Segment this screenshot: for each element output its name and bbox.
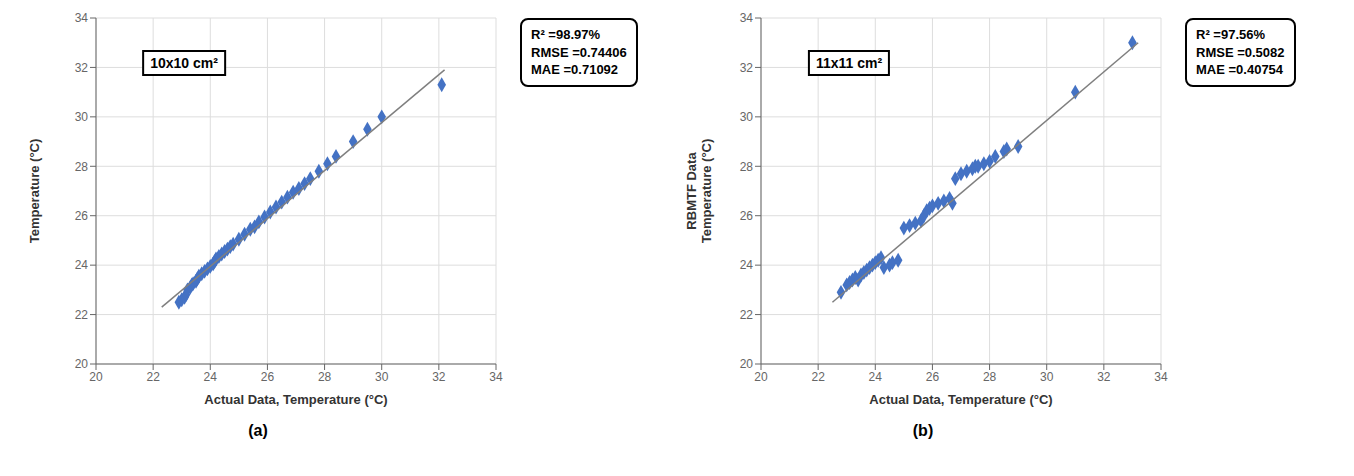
svg-text:22: 22 xyxy=(75,308,89,322)
svg-text:Actual Data, Temperature (°C): Actual Data, Temperature (°C) xyxy=(869,392,1052,407)
svg-text:30: 30 xyxy=(740,110,754,124)
svg-text:30: 30 xyxy=(1040,370,1054,384)
svg-text:28: 28 xyxy=(75,160,89,174)
html-text:R² =97.56% RMSE =0.5082 MAE =0: R² =97.56% RMSE =0.5082 MAE =0.40754 xyxy=(1196,27,1285,78)
svg-text:34: 34 xyxy=(489,370,503,384)
svg-text:32: 32 xyxy=(1097,370,1111,384)
svg-text:34: 34 xyxy=(75,11,89,25)
html-text:(a): (a) xyxy=(248,422,268,439)
html-text:R² =98.97% RMSE =0.74406 MAE =: R² =98.97% RMSE =0.74406 MAE =0.71092 xyxy=(531,27,627,78)
svg-text:28: 28 xyxy=(740,160,754,174)
html-text:(b): (b) xyxy=(912,422,934,439)
svg-text:30: 30 xyxy=(375,370,389,384)
svg-text:22: 22 xyxy=(740,308,754,322)
svg-text:34: 34 xyxy=(1154,370,1168,384)
svg-text:24: 24 xyxy=(75,258,89,272)
svg-text:28: 28 xyxy=(983,370,997,384)
svg-text:28: 28 xyxy=(318,370,332,384)
svg-text:20: 20 xyxy=(75,357,89,371)
svg-text:24: 24 xyxy=(869,370,883,384)
svg-text:RBMTF Data: RBMTF Data xyxy=(684,152,699,230)
svg-text:24: 24 xyxy=(204,370,218,384)
svg-text:Temperature (°C): Temperature (°C) xyxy=(699,139,714,244)
svg-text:22: 22 xyxy=(146,370,160,384)
svg-text:32: 32 xyxy=(432,370,446,384)
svg-text:20: 20 xyxy=(754,370,768,384)
html-text:11x11 cm²: 11x11 cm² xyxy=(815,55,883,71)
svg-text:26: 26 xyxy=(75,209,89,223)
svg-text:20: 20 xyxy=(89,370,103,384)
svg-text:Temperature (°C): Temperature (°C) xyxy=(27,139,42,244)
svg-text:30: 30 xyxy=(75,110,89,124)
svg-text:26: 26 xyxy=(740,209,754,223)
html-text:10x10 cm²: 10x10 cm² xyxy=(150,55,218,71)
svg-text:26: 26 xyxy=(261,370,275,384)
svg-text:32: 32 xyxy=(75,61,89,75)
svg-text:26: 26 xyxy=(926,370,940,384)
svg-text:20: 20 xyxy=(740,357,754,371)
svg-text:22: 22 xyxy=(811,370,825,384)
svg-text:24: 24 xyxy=(740,258,754,272)
svg-text:32: 32 xyxy=(740,61,754,75)
svg-text:Actual Data, Temperature (°C): Actual Data, Temperature (°C) xyxy=(204,392,387,407)
svg-text:34: 34 xyxy=(740,11,754,25)
